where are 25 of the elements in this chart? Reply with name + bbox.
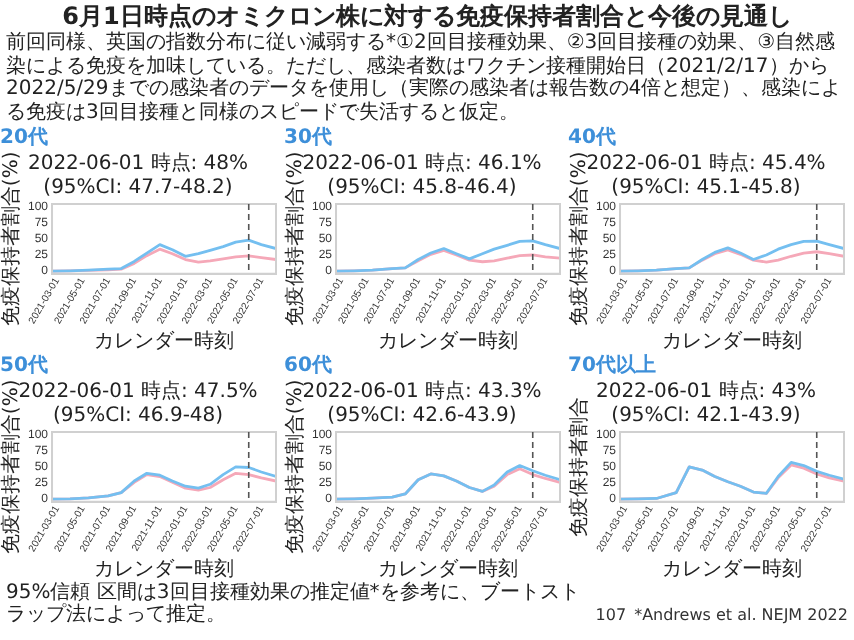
x-axis-title: カレンダー時刻 (94, 329, 235, 354)
chart-subtitle: 2022-06-01 時点: 43% (95%CI: 42.1-43.9) (595, 379, 817, 428)
x-axis-title: カレンダー時刻 (662, 329, 803, 354)
text: 前回同様、英国の指数分布に従い減弱する*①2回目接種効果、②3回目接種の効果、③自然感染による免疫を加味している。ただし、感染者数はワクチン接種開始日（2021/2/17）から2022/5/29までの感染者のデータを使用し（実際の感染者は報告数の4倍と想定）、感染による免疫は3回目接種と同様のスピードで失活すると仮定。 (6, 32, 844, 124)
chart-subtitle: 2022-06-01 時点: 47.5% (95%CI: 46.9-48) (18, 379, 258, 428)
text: *Andrews et al. NEJM 2022 (634, 606, 848, 626)
chart-subtitle: 2022-06-01 時点: 46.1% (95%CI: 45.8-46.4) (302, 151, 542, 200)
x-axis-title: カレンダー時刻 (378, 557, 519, 582)
x-axis-title: カレンダー時刻 (378, 329, 519, 354)
chart-title: 60代 (284, 353, 332, 378)
chart-title: 30代 (284, 125, 332, 150)
chart-title: 70代以上 (568, 353, 656, 378)
chart-subtitle: 2022-06-01 時点: 43.3% (95%CI: 42.6-43.9) (302, 379, 542, 428)
chart-title: 40代 (568, 125, 616, 150)
chart-title: 20代 (0, 125, 48, 150)
y-axis-title: 免疫保持者割合(%) (0, 151, 24, 327)
chart-subtitle: 2022-06-01 時点: 45.4% (95%CI: 45.1-45.8) (586, 151, 826, 200)
text: 6月1日時点のオミクロン株に対する免疫保持者割合と今後の見通し (60, 2, 794, 30)
x-axis-title: カレンダー時刻 (662, 557, 803, 582)
chart-title: 50代 (0, 353, 48, 378)
text: 107 (595, 606, 627, 626)
x-axis-title: カレンダー時刻 (94, 557, 235, 582)
text: 95%信頼 区間は3回目接種効果の推定値*を参考に、ブートストラップ法によって推定。 (6, 582, 582, 626)
y-axis-title: 免疫保持者割合 (567, 396, 592, 537)
chart-subtitle: 2022-06-01 時点: 48% (95%CI: 47.7-48.2) (27, 151, 249, 200)
